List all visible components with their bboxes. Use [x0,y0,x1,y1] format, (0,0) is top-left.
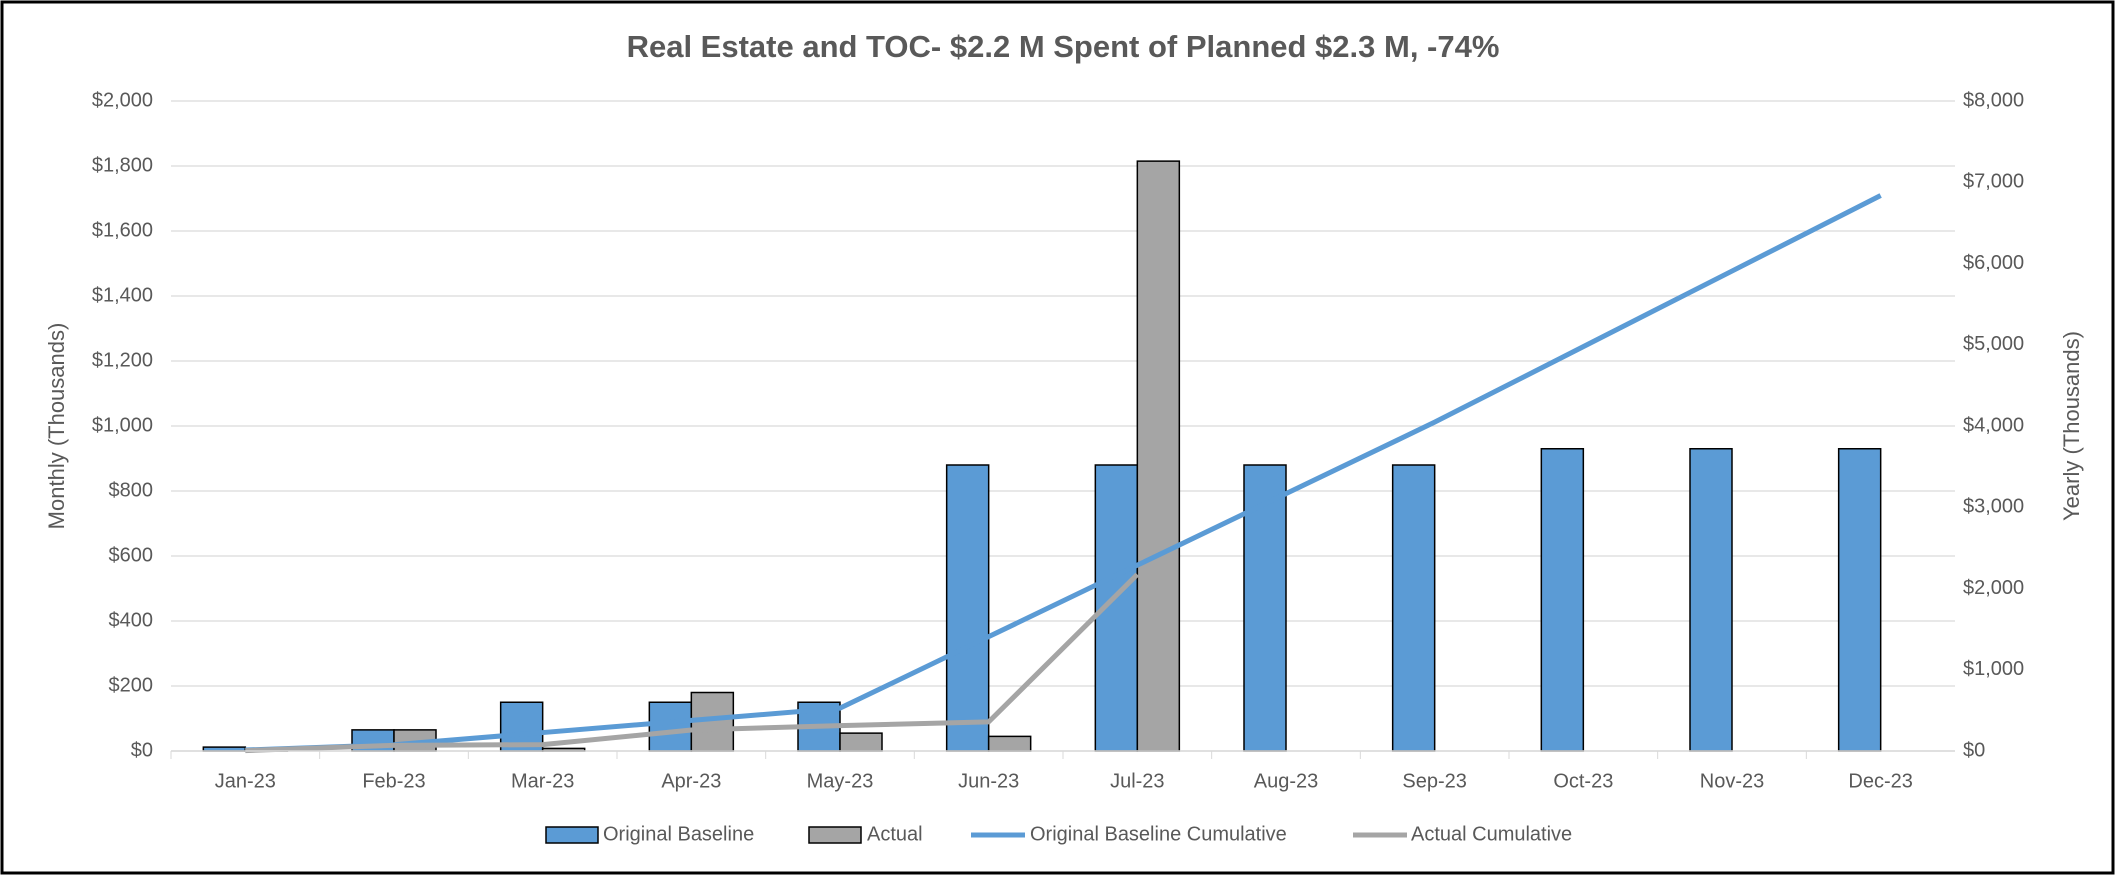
x-tick-label: Mar-23 [511,770,574,792]
legend-label: Original Baseline [603,823,754,845]
x-tick-label: May-23 [807,770,874,792]
y-tick-label: $1,400 [92,284,153,306]
y2-tick-label: $6,000 [1963,252,2024,274]
bar [839,732,883,752]
y2-axis-title: Yearly (Thousands) [2059,331,2084,521]
legend-swatch [545,826,599,844]
y-tick-label: $200 [109,674,154,696]
y-tick-label: $1,000 [92,414,153,436]
line [245,572,1140,754]
bar [1540,448,1585,752]
x-tick-label: Oct-23 [1553,770,1613,792]
x-tick-label: Apr-23 [661,770,721,792]
line [245,193,1882,753]
bar [648,701,693,752]
legend-label: Actual [867,823,923,845]
bar [1837,448,1882,752]
y-tick-label: $1,600 [92,219,153,241]
bar [1136,160,1181,752]
y-tick-label: $0 [131,739,153,761]
y-tick-label: $2,000 [92,89,153,111]
y2-tick-label: $1,000 [1963,658,2024,680]
legend-swatch [808,826,862,844]
y-tick-label: $800 [109,479,154,501]
bar [945,464,990,752]
y2-tick-label: $8,000 [1963,89,2024,111]
bar [1689,448,1733,752]
y2-tick-label: $4,000 [1963,414,2024,436]
legend-label: Actual Cumulative [1411,823,1572,845]
chart-title: Real Estate and TOC- $2.2 M Spent of Pla… [627,29,1500,64]
y-tick-label: $1,800 [92,154,153,176]
y-axis-title: Monthly (Thousands) [44,323,69,530]
x-tick-label: Jan-23 [215,770,276,792]
legend-label: Original Baseline Cumulative [1030,823,1287,845]
y2-tick-label: $2,000 [1963,577,2024,599]
y-tick-label: $400 [109,609,154,631]
bar [987,735,1032,752]
x-tick-label: Sep-23 [1402,770,1467,792]
x-tick-label: Jun-23 [958,770,1019,792]
bar [1391,464,1436,752]
x-tick-label: Aug-23 [1254,770,1319,792]
x-tick-label: Feb-23 [362,770,425,792]
bar [1243,464,1287,752]
y-tick-label: $600 [109,544,154,566]
y2-tick-label: $3,000 [1963,496,2024,518]
y2-tick-label: $7,000 [1963,171,2024,193]
x-tick-label: Dec-23 [1848,770,1912,792]
y2-tick-label: $5,000 [1963,333,2024,355]
x-tick-label: Jul-23 [1110,770,1164,792]
y2-tick-label: $0 [1963,739,1985,761]
y-tick-label: $1,200 [92,349,153,371]
x-tick-label: Nov-23 [1700,770,1764,792]
